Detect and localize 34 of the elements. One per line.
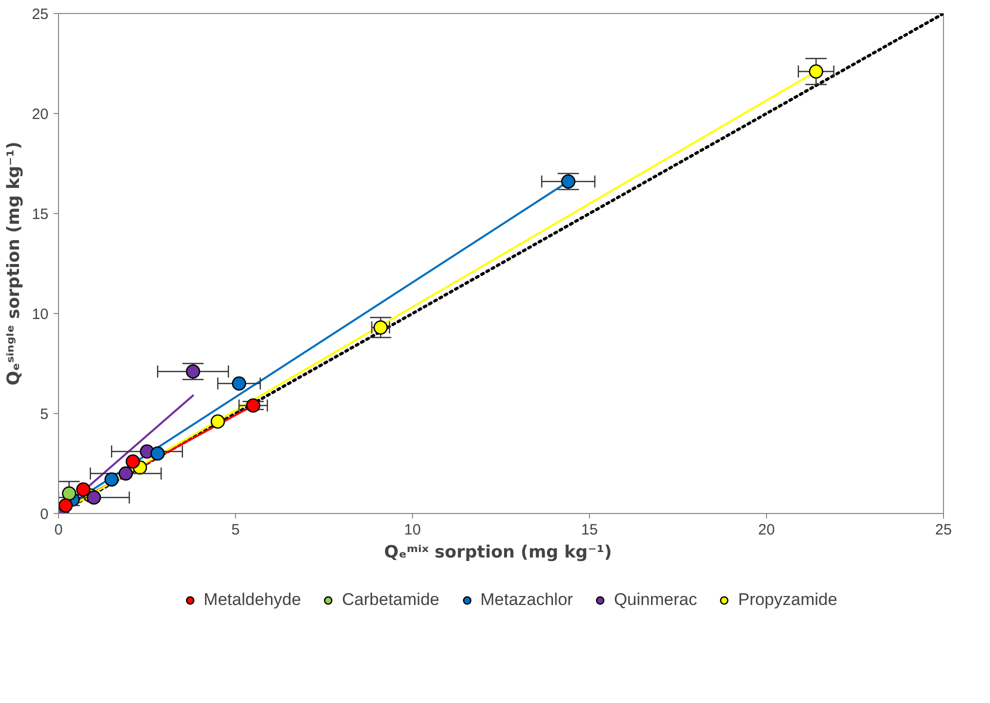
x-tick-label: 20 <box>758 522 775 538</box>
point <box>104 472 119 487</box>
x-tick-label: 5 <box>231 522 240 538</box>
legend-label: Propyzamide <box>738 590 838 610</box>
x-tick-label: 0 <box>54 522 63 538</box>
point <box>808 64 824 79</box>
y-tick-label: 0 <box>40 506 48 523</box>
y-tick-label: 20 <box>32 106 49 123</box>
legend-label: Carbetamide <box>342 590 440 610</box>
x-axis-title: Qₑᵐⁱˣ sorption (mg kg⁻¹) <box>384 542 612 562</box>
y-tick-label: 15 <box>32 206 49 223</box>
y-tick-label: 10 <box>32 306 49 323</box>
point <box>58 498 73 513</box>
point <box>86 490 102 505</box>
point <box>150 446 165 461</box>
y-axis-title: Qₑˢⁱⁿᵍˡᵉ sorption (mg kg⁻¹) <box>4 142 24 386</box>
x-tick-label: 10 <box>404 522 421 538</box>
point <box>561 174 576 189</box>
point <box>76 482 90 497</box>
x-tick-label: 15 <box>581 522 598 538</box>
point <box>210 414 225 429</box>
point <box>126 454 140 469</box>
point <box>118 466 133 481</box>
legend-label: Quinmerac <box>614 590 698 610</box>
point <box>246 398 260 413</box>
point <box>232 376 246 391</box>
x-tick-label: 25 <box>935 522 952 538</box>
point <box>373 320 388 335</box>
y-tick-label: 5 <box>40 406 48 423</box>
y-tick-label: 25 <box>32 6 49 23</box>
legend-label: Metaldehyde <box>204 590 302 610</box>
point <box>62 486 76 501</box>
legend-label: Metazachlor <box>480 590 573 610</box>
point <box>186 364 200 379</box>
